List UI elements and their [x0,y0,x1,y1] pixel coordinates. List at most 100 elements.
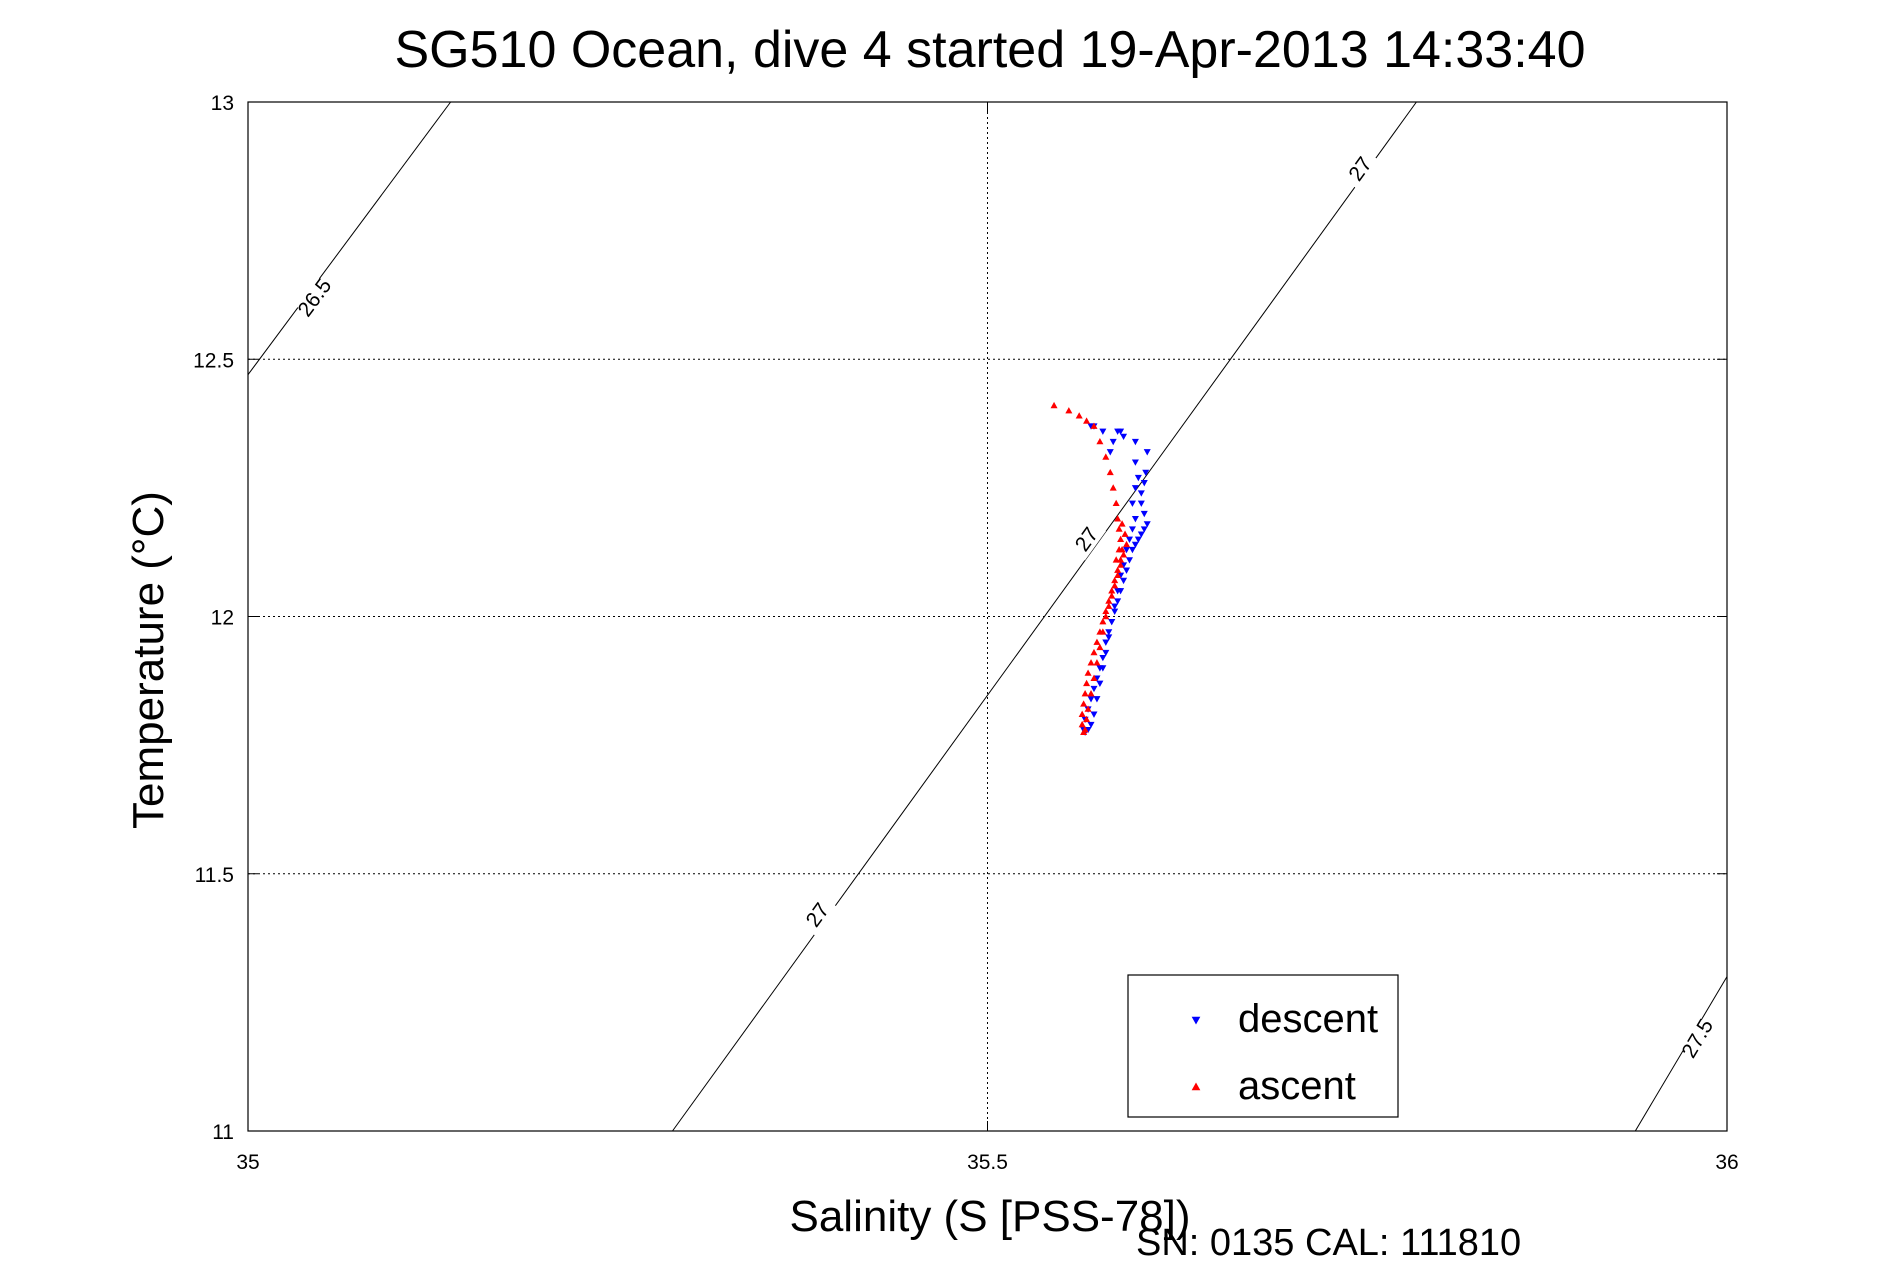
point-descent [1096,680,1104,688]
point-ascent [1087,659,1095,666]
point-ascent [1078,710,1086,717]
point-descent [1137,490,1145,497]
point-ascent [1075,412,1083,419]
point-ascent [1090,674,1098,681]
density-contour-line [1634,976,1728,1132]
point-ascent [1120,551,1128,558]
point-descent [1143,449,1151,456]
serial-calibration-text: SN: 0135 CAL: 111810 [1136,1222,1521,1262]
point-ascent [1102,453,1110,460]
point-descent [1123,567,1131,574]
point-descent [1111,608,1119,615]
point-ascent [1093,659,1101,666]
point-descent [1143,521,1151,528]
point-descent [1096,665,1104,672]
point-descent [1120,433,1128,441]
point-descent [1105,629,1113,636]
point-ascent [1099,618,1107,625]
legend-label-descent: descent [1238,997,1378,1041]
x-tick-label: 35.5 [967,1151,1008,1174]
density-contour-line [672,101,1417,1132]
point-ascent [1112,556,1120,563]
contour-label-background [1340,147,1380,190]
point-ascent [1081,690,1089,697]
point-ascent [1108,592,1116,599]
y-tick-label: 12.5 [193,349,234,372]
chart-title: SG510 Ocean, dive 4 started 19-Apr-2013 … [395,21,1586,79]
density-contour-line [247,101,452,375]
point-descent [1137,531,1145,538]
y-tick-label: 11 [212,1121,234,1144]
legend: descent ascent [1127,974,1399,1118]
point-ascent [1114,515,1122,522]
y-axis-label: Temperature (°C) [124,491,173,829]
point-descent [1087,721,1095,729]
x-tick-label: 36 [1715,1151,1738,1174]
contour-label-background [797,893,837,936]
point-descent [1131,541,1139,549]
point-ascent [1106,468,1114,476]
point-descent [1128,500,1136,507]
point-descent [1134,474,1142,482]
point-descent [1131,438,1139,446]
point-ascent [1102,612,1110,620]
contour-label-background [1678,1017,1717,1060]
y-tick-label: 11.5 [195,864,234,887]
point-descent [1111,603,1119,610]
point-ascent [1065,407,1073,414]
point-ascent [1099,628,1107,635]
contour-label-background [294,276,335,319]
point-ascent [1117,561,1125,568]
point-ascent [1123,540,1131,548]
point-descent [1134,536,1142,543]
point-descent [1131,459,1139,466]
point-descent [1099,428,1107,435]
point-ascent [1109,484,1117,491]
point-descent [1125,557,1133,564]
contour-label-background [1067,518,1107,561]
contour-label: 27.5 [1678,1015,1719,1062]
point-ascent [1114,571,1122,579]
point-descent [1087,696,1095,703]
point-ascent [1117,535,1125,543]
point-descent [1106,449,1114,456]
point-descent [1109,438,1117,446]
point-ascent [1084,669,1092,676]
point-descent [1140,480,1148,487]
point-descent [1131,516,1139,523]
point-ascent [1112,499,1120,507]
axis-ticks: 35 35.5 36 11 11.5 12 12.5 13 [193,92,1739,1174]
point-ascent [1083,679,1091,687]
point-descent [1117,588,1125,595]
point-descent [1131,485,1139,492]
point-ascent [1050,401,1058,409]
point-descent [1123,546,1131,554]
data-points [1050,401,1151,736]
grid-lines [248,102,1727,1131]
point-descent [1125,536,1133,543]
point-descent [1102,639,1110,646]
point-descent [1140,510,1148,518]
x-axis-label: Salinity (S [PSS-78]) [789,1192,1190,1241]
point-ascent [1078,720,1086,728]
point-ascent [1096,643,1104,651]
point-ascent [1118,520,1126,527]
point-descent [1090,711,1098,718]
point-descent [1102,649,1110,657]
legend-marker-descent [1191,1016,1201,1025]
point-descent [1093,696,1101,703]
legend-marker-ascent [1191,1082,1201,1091]
point-descent [1090,685,1098,693]
point-descent [1128,526,1136,533]
point-ascent [1111,582,1119,589]
point-ascent [1080,700,1088,707]
point-descent [1099,654,1107,662]
point-ascent [1096,437,1104,445]
point-descent [1142,469,1150,477]
point-ascent [1090,422,1098,429]
point-ascent [1115,545,1123,553]
point-ascent [1083,417,1091,424]
point-ascent [1084,705,1092,712]
legend-box [1127,974,1399,1118]
